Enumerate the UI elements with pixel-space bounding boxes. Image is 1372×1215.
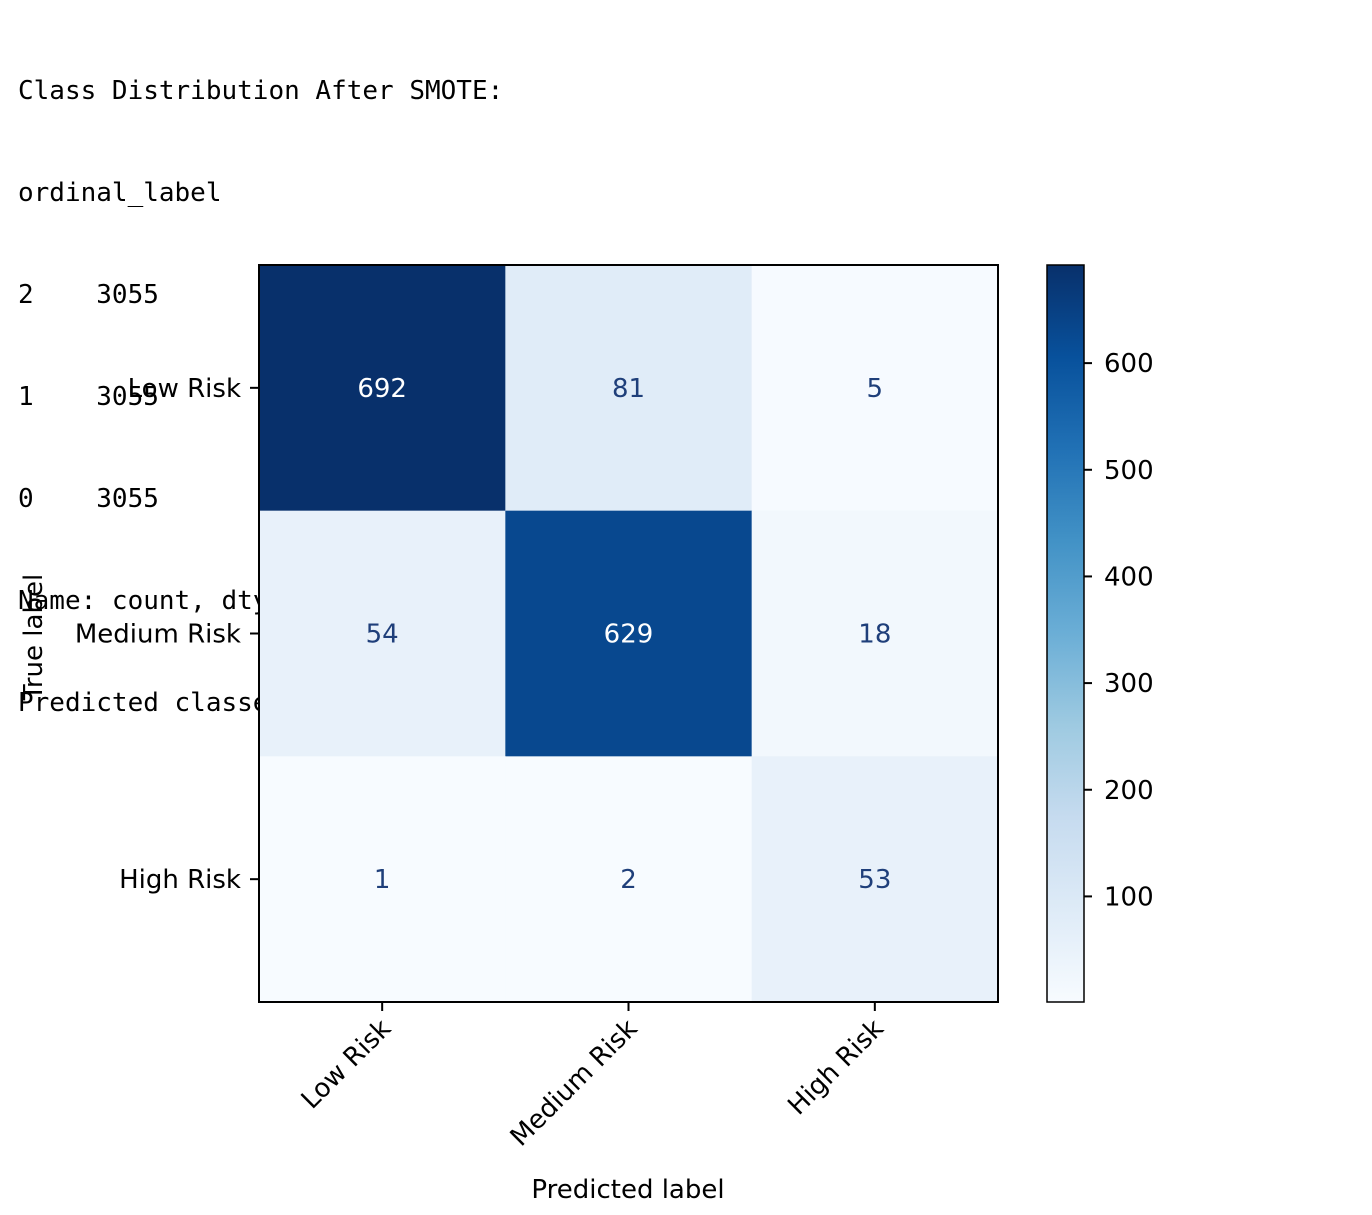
x-tick-label: Low Risk bbox=[296, 1014, 397, 1115]
y-tick-label: Low Risk bbox=[128, 374, 241, 404]
x-tick-label: High Risk bbox=[782, 1014, 889, 1121]
y-tick-label: Medium Risk bbox=[75, 620, 241, 650]
y-tick-label: High Risk bbox=[119, 865, 241, 895]
console-line: 2 3055 bbox=[18, 280, 159, 310]
colorbar-tick-label: 400 bbox=[1104, 562, 1154, 592]
cell-value-label: 18 bbox=[858, 620, 891, 650]
matrix-cells: 692 81 5 54 629 18 1 2 53 bbox=[259, 265, 999, 1003]
cell-value-label: 54 bbox=[366, 620, 399, 650]
x-tick-label: Medium Risk bbox=[505, 1014, 644, 1153]
console-line: ordinal_label bbox=[18, 178, 222, 208]
cell-value-label: 53 bbox=[858, 865, 891, 895]
colorbar-tick-label: 600 bbox=[1104, 349, 1154, 379]
cell-value-label: 81 bbox=[612, 374, 645, 404]
console-line: Class Distribution After SMOTE: bbox=[18, 76, 504, 106]
cell-value-label: 5 bbox=[867, 374, 884, 404]
matrix-cell bbox=[259, 265, 506, 512]
colorbar-tick-label: 200 bbox=[1104, 776, 1154, 806]
matrix-cell bbox=[505, 265, 753, 512]
x-axis-label: Predicted label bbox=[531, 1175, 724, 1205]
matrix-cell bbox=[751, 510, 999, 757]
matrix-cell bbox=[505, 510, 753, 757]
cell-value-label: 692 bbox=[357, 374, 407, 404]
matrix-cell bbox=[751, 756, 999, 1003]
matrix-cell bbox=[751, 265, 999, 512]
matrix-cell bbox=[259, 756, 506, 1003]
colorbar-tick-label: 100 bbox=[1104, 882, 1154, 912]
colorbar-tick-label: 500 bbox=[1104, 456, 1154, 486]
colorbar bbox=[1046, 264, 1085, 1003]
cell-value-label: 629 bbox=[604, 620, 654, 650]
cell-value-label: 1 bbox=[374, 865, 391, 895]
y-axis: Low Risk Medium Risk High Risk bbox=[75, 374, 259, 895]
colorbar-ticks: 100 200 300 400 500 600 bbox=[1084, 349, 1154, 912]
x-axis: Low Risk Medium Risk High Risk bbox=[296, 1002, 890, 1152]
console-line: 0 3055 bbox=[18, 484, 159, 514]
matrix-cell bbox=[505, 756, 753, 1003]
colorbar-tick-label: 300 bbox=[1104, 669, 1154, 699]
cell-value-label: 2 bbox=[620, 865, 637, 895]
matrix-cell bbox=[259, 510, 506, 757]
y-axis-label: True label bbox=[19, 574, 49, 701]
console-line: 1 3055 bbox=[18, 382, 159, 412]
